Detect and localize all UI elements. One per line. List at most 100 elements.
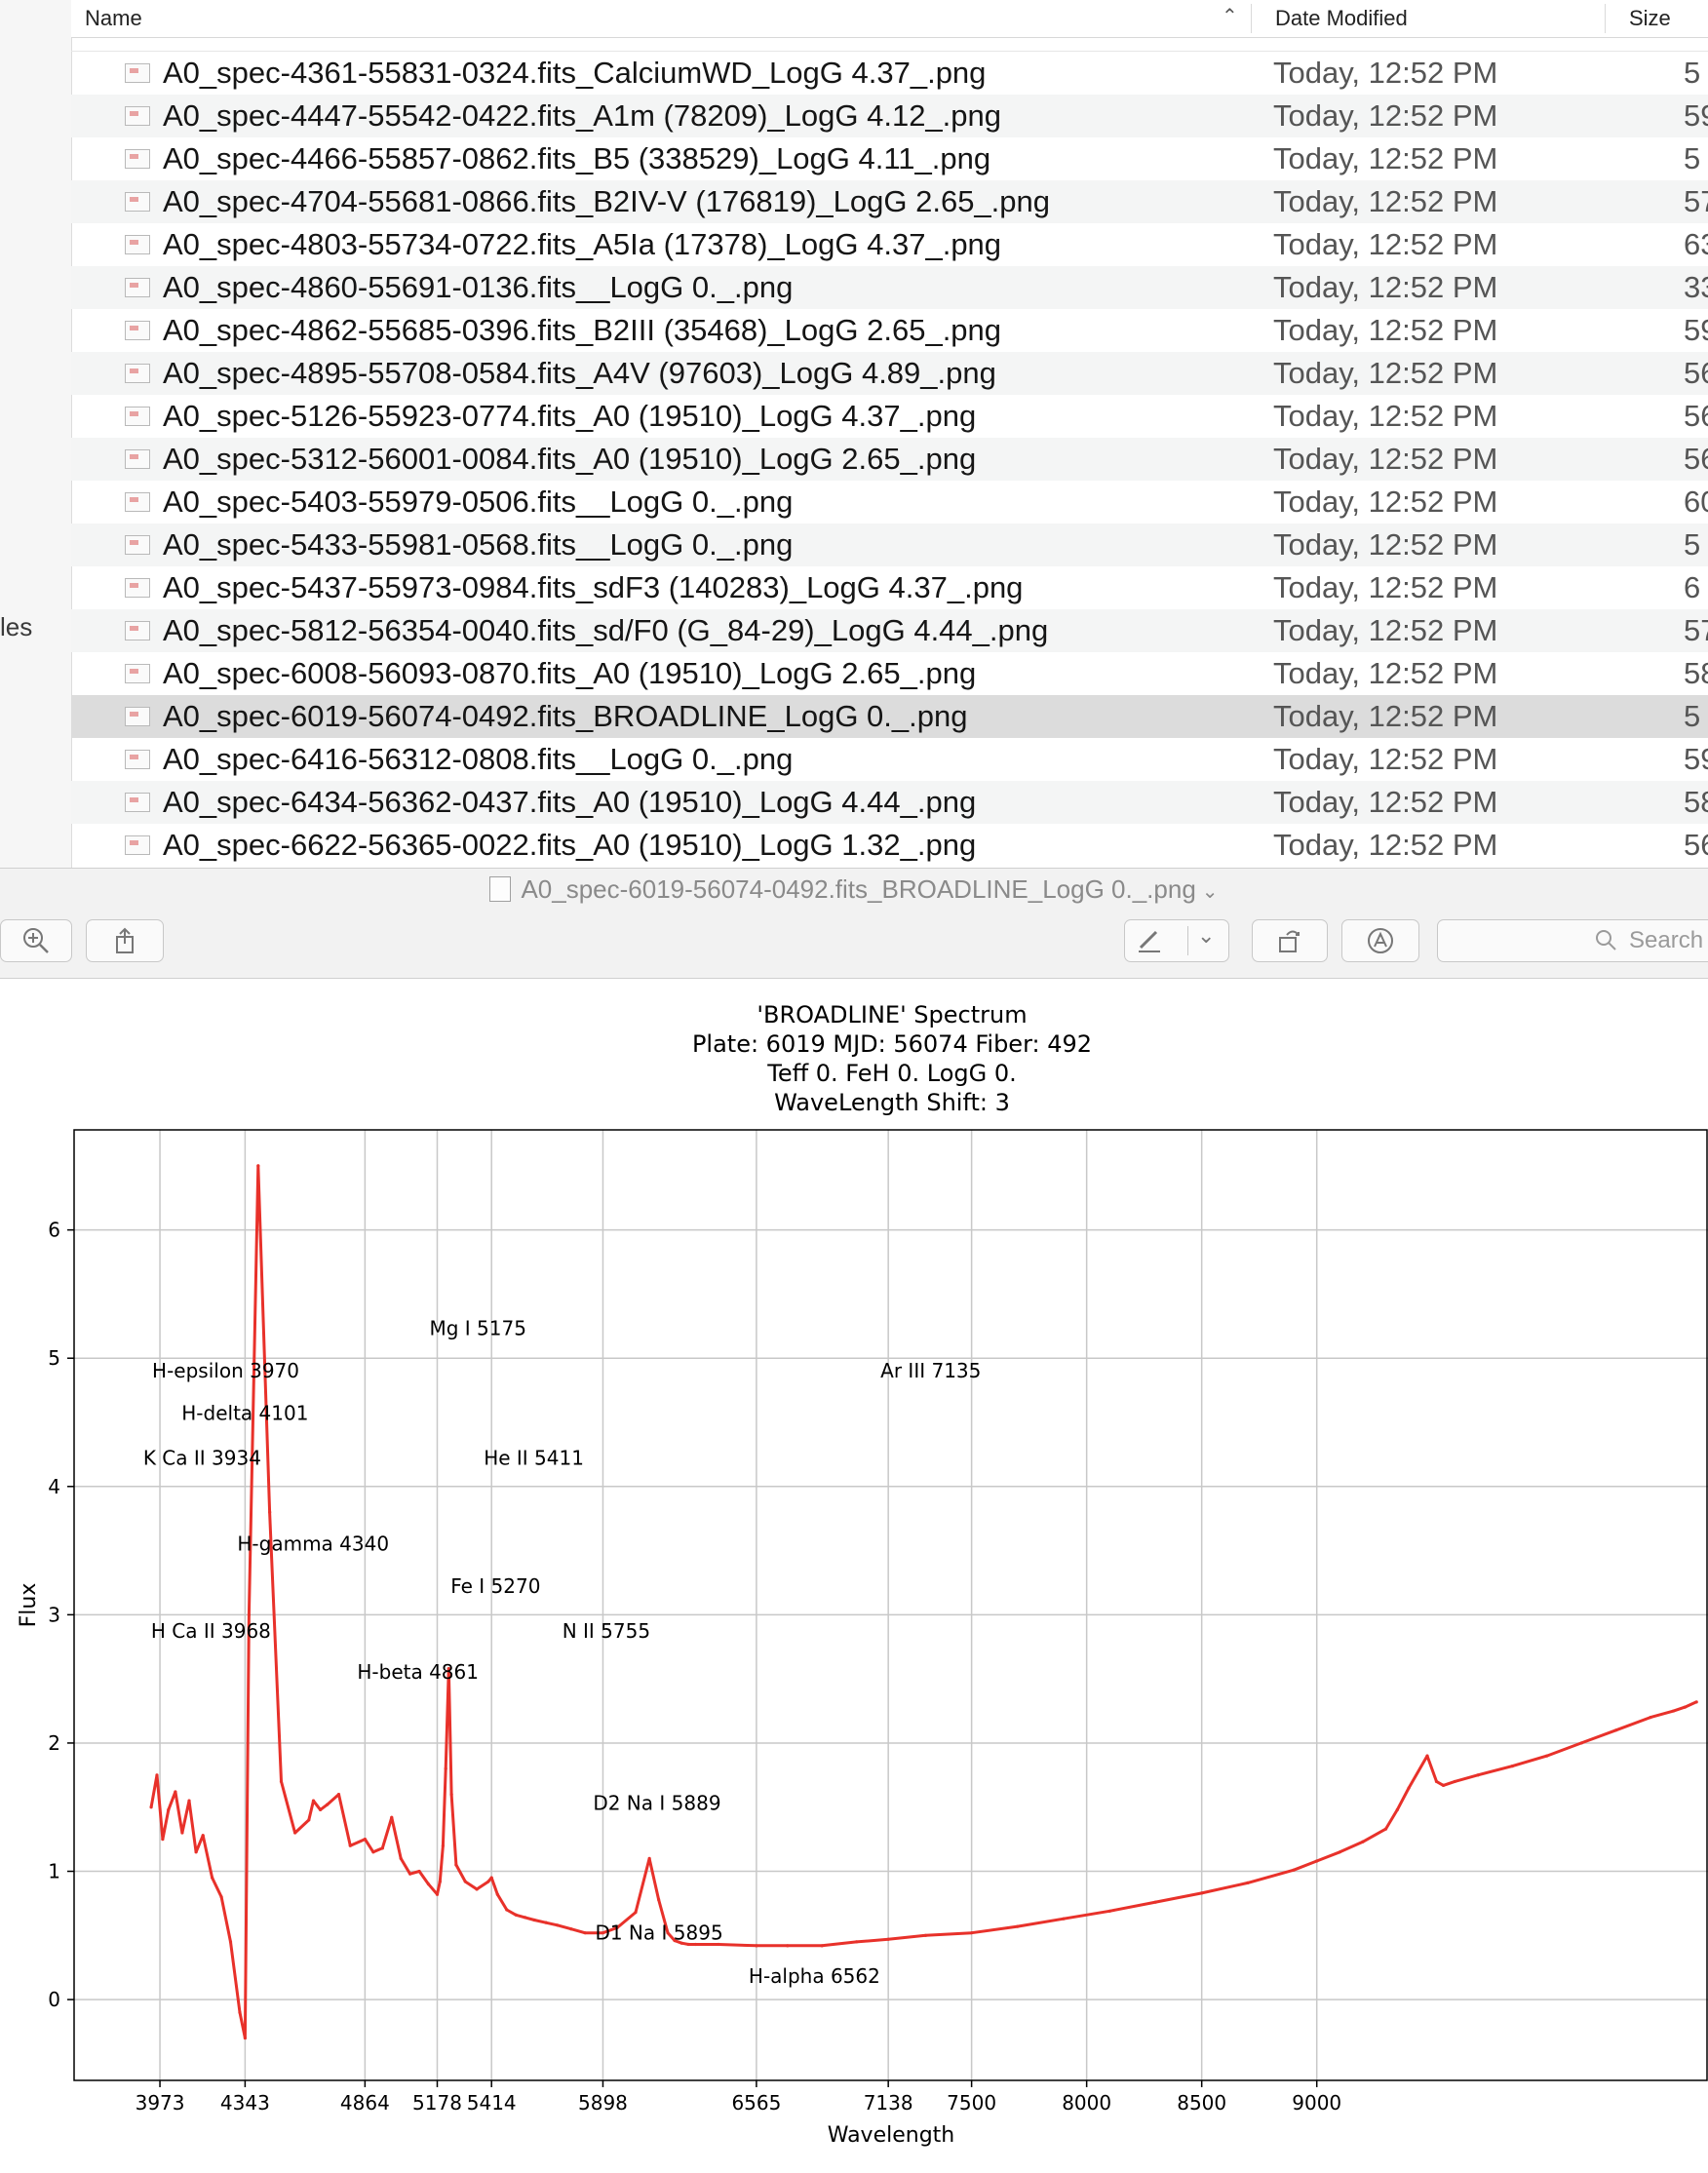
png-file-icon	[125, 192, 150, 212]
png-file-icon	[125, 535, 150, 555]
data-point	[417, 1869, 421, 1874]
table-row[interactable]: A0_spec-4895-55708-0584.fits_A4V (97603)…	[71, 352, 1708, 395]
file-name: A0_spec-6019-56074-0492.fits_BROADLINE_L…	[163, 699, 968, 733]
png-file-icon	[125, 235, 150, 254]
column-header-name[interactable]: Name	[85, 6, 142, 30]
sidebar-item-label[interactable]: les	[0, 612, 33, 641]
file-size: 6	[1684, 570, 1701, 604]
x-tick-label: 9000	[1292, 2091, 1341, 2115]
png-file-icon	[125, 321, 150, 340]
file-name: A0_spec-5433-55981-0568.fits__LogG 0._.p…	[163, 527, 794, 562]
file-date-modified: Today, 12:52 PM	[1273, 828, 1498, 862]
file-name: A0_spec-5312-56001-0084.fits_A0 (19510)_…	[163, 442, 977, 476]
table-row[interactable]: A0_spec-5437-55973-0984.fits_sdF3 (14028…	[71, 566, 1708, 609]
x-axis-label: Wavelength	[828, 2123, 955, 2148]
table-row[interactable]: A0_spec-5812-56354-0040.fits_sd/F0 (G_84…	[71, 609, 1708, 652]
data-point	[544, 1921, 548, 1924]
table-row[interactable]: A0_spec-5403-55979-0506.fits__LogG 0._.p…	[71, 481, 1708, 524]
data-point	[363, 1838, 367, 1842]
data-point	[149, 1805, 153, 1809]
data-point	[256, 1164, 260, 1168]
partial-row-cutoff	[71, 37, 1708, 52]
zoom-in-button[interactable]	[0, 919, 72, 962]
data-point	[228, 1940, 233, 1944]
file-name: A0_spec-6008-56093-0870.fits_A0 (19510)_…	[163, 656, 977, 690]
chart-title-line: Plate: 6019 MJD: 56074 Fiber: 492	[692, 1030, 1092, 1058]
file-name: A0_spec-5812-56354-0040.fits_sd/F0 (G_84…	[163, 613, 1049, 647]
file-size: 56	[1684, 442, 1708, 476]
file-date-modified: Today, 12:52 PM	[1273, 485, 1498, 519]
table-row[interactable]: A0_spec-6008-56093-0870.fits_A0 (19510)_…	[71, 652, 1708, 695]
column-header-date-modified[interactable]: Date Modified	[1275, 6, 1408, 30]
data-point	[1683, 1705, 1687, 1709]
table-row[interactable]: A0_spec-5433-55981-0568.fits__LogG 0._.p…	[71, 524, 1708, 566]
png-file-icon	[125, 492, 150, 512]
x-tick-label: 7500	[947, 2091, 996, 2115]
table-row[interactable]: A0_spec-4466-55857-0862.fits_B5 (338529)…	[71, 137, 1708, 180]
preview-toolbar: A0_spec-6019-56074-0492.fits_BROADLINE_L…	[0, 868, 1708, 979]
chevron-down-icon[interactable]: ⌄	[1197, 923, 1216, 948]
chevron-down-icon[interactable]: ⌄	[1201, 881, 1219, 903]
data-point	[532, 1918, 536, 1922]
y-tick-label: 5	[48, 1346, 60, 1370]
data-point	[426, 1882, 431, 1886]
column-divider[interactable]	[1251, 4, 1252, 33]
data-point	[201, 1834, 205, 1838]
x-tick-label: 4864	[340, 2091, 390, 2115]
table-row[interactable]: A0_spec-6416-56312-0808.fits__LogG 0._.p…	[71, 738, 1708, 781]
file-date-modified: Today, 12:52 PM	[1273, 98, 1498, 133]
sort-ascending-icon[interactable]: ⌃	[1222, 6, 1238, 27]
table-row[interactable]: A0_spec-6019-56074-0492.fits_BROADLINE_L…	[71, 695, 1708, 738]
annotate-button[interactable]	[1341, 919, 1419, 962]
document-icon	[489, 876, 512, 902]
file-size: 57	[1684, 613, 1708, 647]
spectral-line-label: H-alpha 6562	[749, 1964, 880, 1988]
spectral-line-label: H-delta 4101	[181, 1401, 308, 1424]
spectral-line-label: D2 Na I 5889	[593, 1791, 720, 1814]
data-point	[293, 1831, 297, 1835]
plot-frame	[73, 1129, 1708, 2081]
markup-button[interactable]: ⌄	[1124, 919, 1229, 962]
column-divider[interactable]	[1605, 4, 1606, 33]
table-row[interactable]: A0_spec-6434-56362-0437.fits_A0 (19510)_…	[71, 781, 1708, 824]
data-point	[556, 1923, 560, 1927]
table-row[interactable]: A0_spec-4447-55542-0422.fits_A1m (78209)…	[71, 95, 1708, 137]
data-point	[786, 1944, 790, 1948]
data-point	[514, 1913, 518, 1917]
share-button[interactable]	[86, 919, 164, 962]
table-row[interactable]: A0_spec-5126-55923-0774.fits_A0 (19510)_…	[71, 395, 1708, 438]
rotate-button[interactable]	[1252, 919, 1328, 962]
data-point	[656, 1897, 661, 1902]
spectrum-line	[149, 1164, 1697, 2040]
data-point	[1016, 1924, 1020, 1928]
file-date-modified: Today, 12:52 PM	[1273, 227, 1498, 261]
file-date-modified: Today, 12:52 PM	[1273, 527, 1498, 562]
data-point	[755, 1944, 758, 1948]
data-point	[449, 1792, 453, 1797]
spectral-line-label: Ar III 7135	[880, 1359, 981, 1382]
spectral-line-label: K Ca II 3934	[143, 1446, 261, 1469]
table-row[interactable]: A0_spec-4803-55734-0722.fits_A5Ia (17378…	[71, 223, 1708, 266]
png-file-icon	[125, 407, 150, 426]
table-row[interactable]: A0_spec-5312-56001-0084.fits_A0 (19510)_…	[71, 438, 1708, 481]
spectrum-chart: 'BROADLINE' Spectrum Plate: 6019 MJD: 560…	[0, 979, 1708, 2168]
table-row[interactable]: A0_spec-4361-55831-0324.fits_CalciumWD_L…	[71, 52, 1708, 95]
table-row[interactable]: A0_spec-4860-55691-0136.fits__LogG 0._.p…	[71, 266, 1708, 309]
table-row[interactable]: A0_spec-4704-55681-0866.fits_B2IV-V (176…	[71, 180, 1708, 223]
data-point	[679, 1941, 683, 1945]
search-field[interactable]: Search	[1437, 919, 1708, 962]
file-size: 58	[1684, 656, 1708, 690]
png-file-icon	[125, 793, 150, 812]
file-name: A0_spec-4704-55681-0866.fits_B2IV-V (176…	[163, 184, 1051, 218]
file-date-modified: Today, 12:52 PM	[1273, 184, 1498, 218]
data-point	[348, 1843, 352, 1847]
data-point	[489, 1876, 493, 1880]
data-point	[161, 1838, 165, 1842]
table-row[interactable]: A0_spec-4862-55685-0396.fits_B2III (3546…	[71, 309, 1708, 352]
column-header-size[interactable]: Size	[1629, 6, 1671, 30]
png-file-icon	[125, 750, 150, 769]
data-point	[1476, 1773, 1480, 1777]
preview-title[interactable]: A0_spec-6019-56074-0492.fits_BROADLINE_L…	[0, 874, 1708, 905]
table-row[interactable]: A0_spec-6622-56365-0022.fits_A0 (19510)_…	[71, 824, 1708, 867]
